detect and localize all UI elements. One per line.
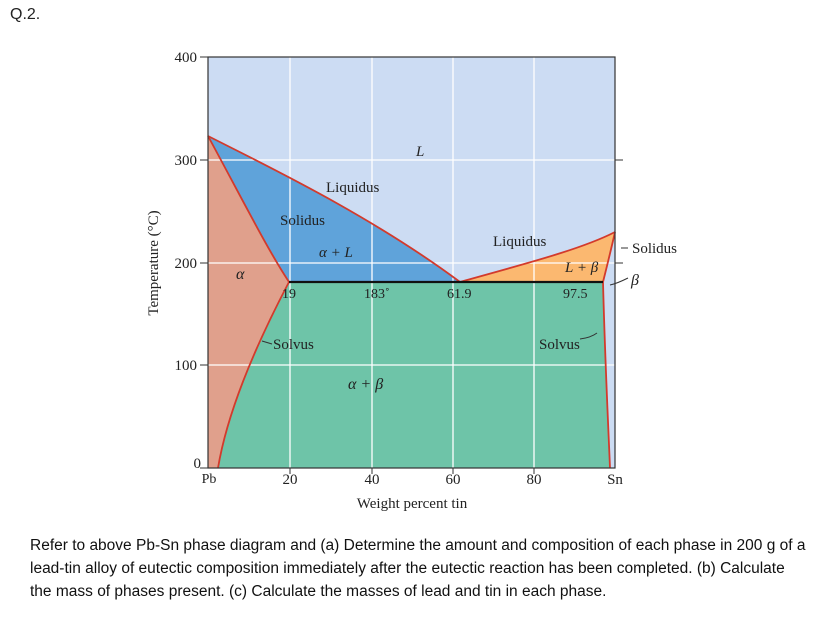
- phase-diagram: 400 300 200 100 0 Pb 20 40 60 80 Sn Weig…: [146, 50, 677, 512]
- liquidus-right-line: [459, 231, 616, 283]
- x-end-sn: Sn: [607, 472, 623, 488]
- label-leader-lines: [261, 247, 629, 345]
- liquidus-left-line: [207, 135, 461, 283]
- label-eutectic-temp: 183˚: [364, 287, 390, 302]
- label-alpha: α: [236, 266, 245, 283]
- y-tick-0: 0: [194, 456, 202, 472]
- x-axis-title: Weight percent tin: [357, 496, 468, 512]
- y-tick-200: 200: [175, 256, 198, 272]
- label-beta: β: [630, 272, 639, 289]
- y-tick-400: 400: [175, 50, 198, 66]
- solidus-right-line: [602, 231, 616, 283]
- label-comp-975: 97.5: [563, 287, 588, 302]
- axis-ticks: [200, 56, 623, 474]
- label-liquidus-right: Liquidus: [493, 234, 546, 250]
- label-alpha-plus-L: α + L: [319, 245, 353, 261]
- phase-boundaries: [207, 135, 616, 469]
- question-number: Q.2.: [10, 6, 41, 23]
- question-text: Refer to above Pb-Sn phase diagram and (…: [30, 537, 806, 600]
- label-liquid-L: L: [415, 144, 424, 160]
- x-tick-40: 40: [365, 472, 380, 488]
- label-solvus-left: Solvus: [273, 337, 314, 353]
- solvus-left-line: [217, 281, 290, 469]
- solvus-right-line: [602, 281, 611, 469]
- label-solvus-right: Solvus: [539, 337, 580, 353]
- x-tick-80: 80: [527, 472, 542, 488]
- alpha-plus-beta-region: [218, 282, 610, 468]
- alpha-region: [208, 136, 289, 468]
- y-tick-300: 300: [175, 153, 198, 169]
- x-end-pb: Pb: [202, 472, 217, 487]
- label-comp-619: 61.9: [447, 287, 472, 302]
- grid-lines: [208, 57, 615, 468]
- label-comp-19: 19: [282, 287, 296, 302]
- x-tick-60: 60: [446, 472, 461, 488]
- x-tick-20: 20: [283, 472, 298, 488]
- label-solidus-left: Solidus: [280, 213, 325, 229]
- liquid-plus-beta-region: [460, 232, 615, 282]
- label-liquidus-left: Liquidus: [326, 180, 379, 196]
- y-tick-100: 100: [175, 358, 198, 374]
- y-axis-title: Temperature (°C): [146, 210, 162, 315]
- label-alpha-plus-beta: α + β: [348, 376, 383, 393]
- label-L-plus-beta: L + β: [564, 260, 599, 276]
- label-solidus-right: Solidus: [632, 241, 677, 257]
- solidus-left-line: [207, 135, 290, 283]
- alpha-plus-liquid-region: [208, 136, 460, 282]
